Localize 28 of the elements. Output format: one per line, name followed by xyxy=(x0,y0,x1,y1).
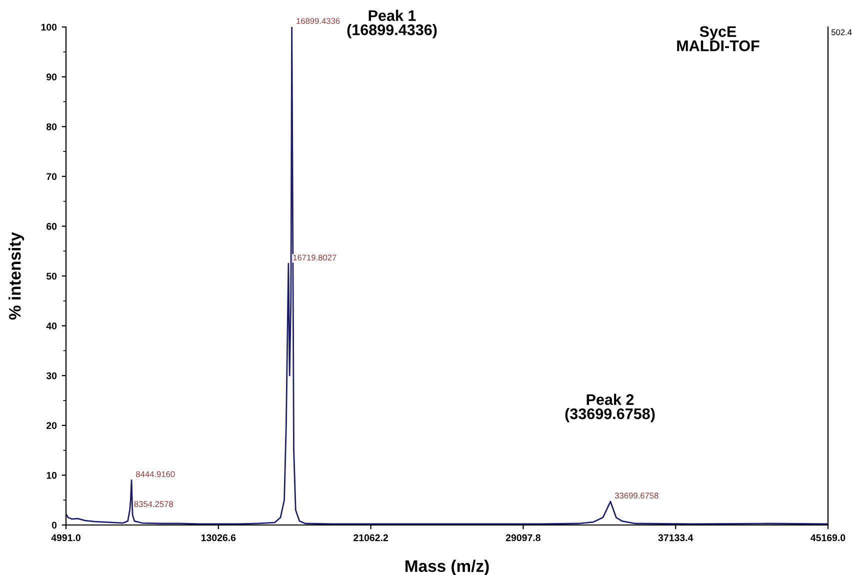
x-tick-label: 29097.8 xyxy=(506,534,540,542)
y-tick-label: 80 xyxy=(46,123,57,130)
x-axis-title: Mass (m/z) xyxy=(406,560,489,575)
x-tick-label: 4991.0 xyxy=(51,534,80,542)
x-tick-label: 45169.0 xyxy=(810,534,846,542)
annotation: 33699.6758 xyxy=(614,492,658,499)
y-tick-label: 20 xyxy=(46,422,57,430)
y-tick-label: 30 xyxy=(46,372,57,380)
y-axis-title: % intensity xyxy=(8,232,24,320)
annotation: 8444.9160 xyxy=(136,471,175,478)
annotation: SycE MALDI-TOF xyxy=(677,26,760,52)
y-tick-label: 100 xyxy=(41,24,57,31)
annotation: 16719.8027 xyxy=(293,254,336,261)
x-tick-label: 21062.2 xyxy=(354,534,388,542)
x-tick-label: 13026.6 xyxy=(201,534,236,542)
y-tick-label: 70 xyxy=(46,173,57,180)
y-tick-label: 90 xyxy=(46,74,57,80)
y-tick-label: 50 xyxy=(46,272,57,280)
annotation: 8354.2578 xyxy=(134,501,173,508)
y-tick-label: 0 xyxy=(52,522,57,529)
y-tick-label: 10 xyxy=(46,472,57,479)
x-tick-label: 37133.4 xyxy=(658,534,694,542)
text: 502.4 xyxy=(831,29,852,36)
y-tick-label: 40 xyxy=(46,322,57,330)
y-tick-label: 60 xyxy=(46,222,57,230)
annotation: Peak 1 (16899.4336) xyxy=(347,10,437,38)
annotation: Peak 2 (33699.6758) xyxy=(565,394,655,422)
annotation: 16899.4336 xyxy=(296,18,340,24)
